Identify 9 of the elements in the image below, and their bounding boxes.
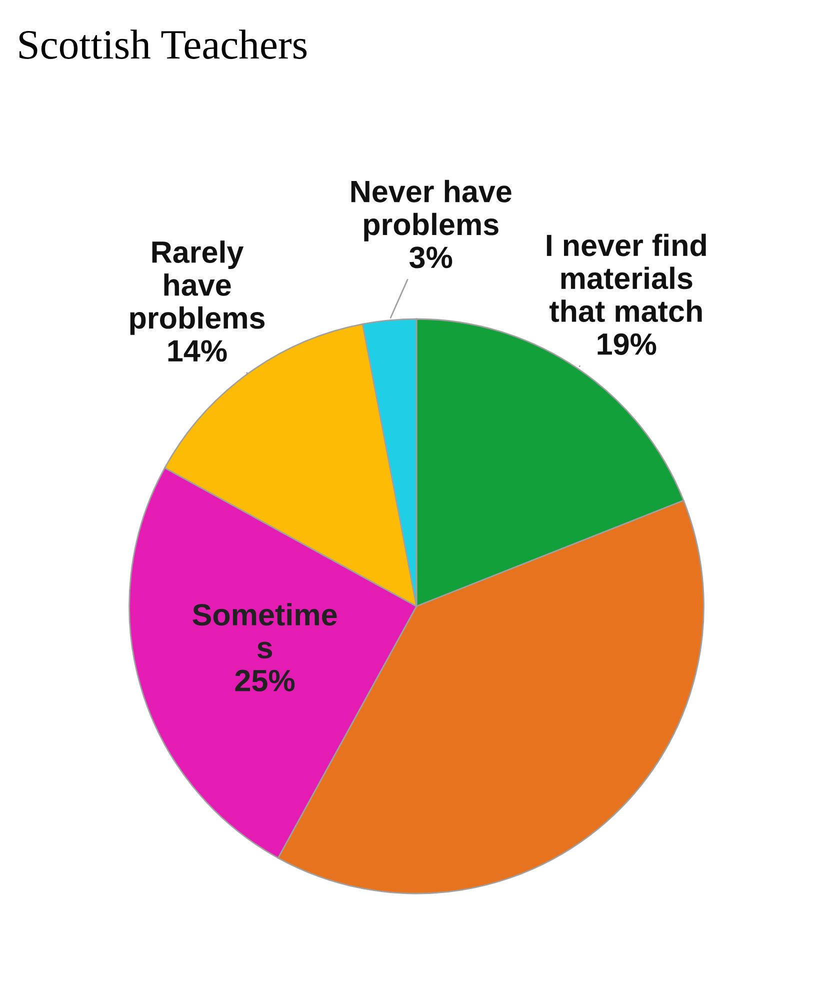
chart-title: Scottish Teachers — [19, 30, 307, 59]
data-label: 25% — [235, 670, 295, 692]
slice-label: Never have problems — [351, 180, 512, 242]
slice-label: Sometime s — [192, 603, 337, 659]
slice-label: I never find materials that match — [546, 234, 706, 322]
data-label: 14% — [168, 340, 227, 362]
data-label: 19% — [598, 333, 656, 355]
data-label: 3% — [409, 246, 452, 268]
slice-label: Rarely have problems — [130, 240, 265, 335]
